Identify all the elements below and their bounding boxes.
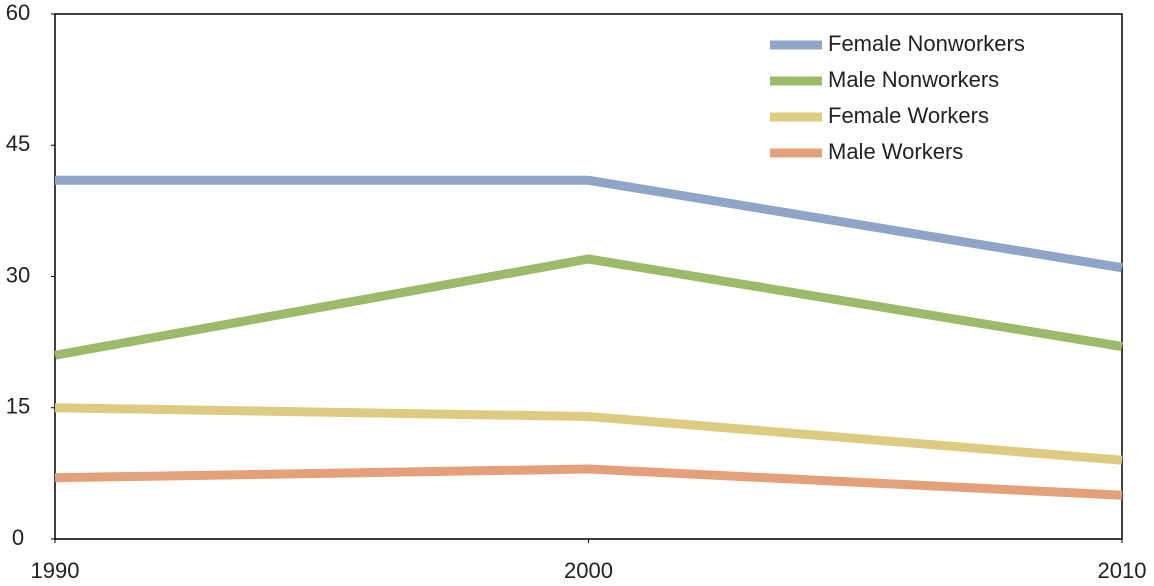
x-tick-label: 2010 [1098, 558, 1147, 583]
series-line [54, 403, 1123, 465]
y-tick-label: 30 [6, 262, 30, 287]
y-tick-label: 60 [6, 0, 30, 25]
y-tick-label: 45 [6, 131, 30, 156]
plot-frame [54, 13, 1123, 540]
x-tick-label: 1990 [31, 558, 80, 583]
legend-label: Female Workers [828, 103, 989, 128]
legend-label: Female Nonworkers [828, 31, 1025, 56]
series-line [55, 175, 1123, 273]
series-line [54, 464, 1123, 500]
x-tick-label: 2000 [564, 558, 613, 583]
y-tick-label: 0 [12, 525, 24, 550]
legend-label: Male Nonworkers [828, 67, 999, 92]
legend-label: Male Workers [828, 139, 963, 164]
y-tick-label: 15 [6, 394, 30, 419]
series-line [54, 254, 1123, 360]
